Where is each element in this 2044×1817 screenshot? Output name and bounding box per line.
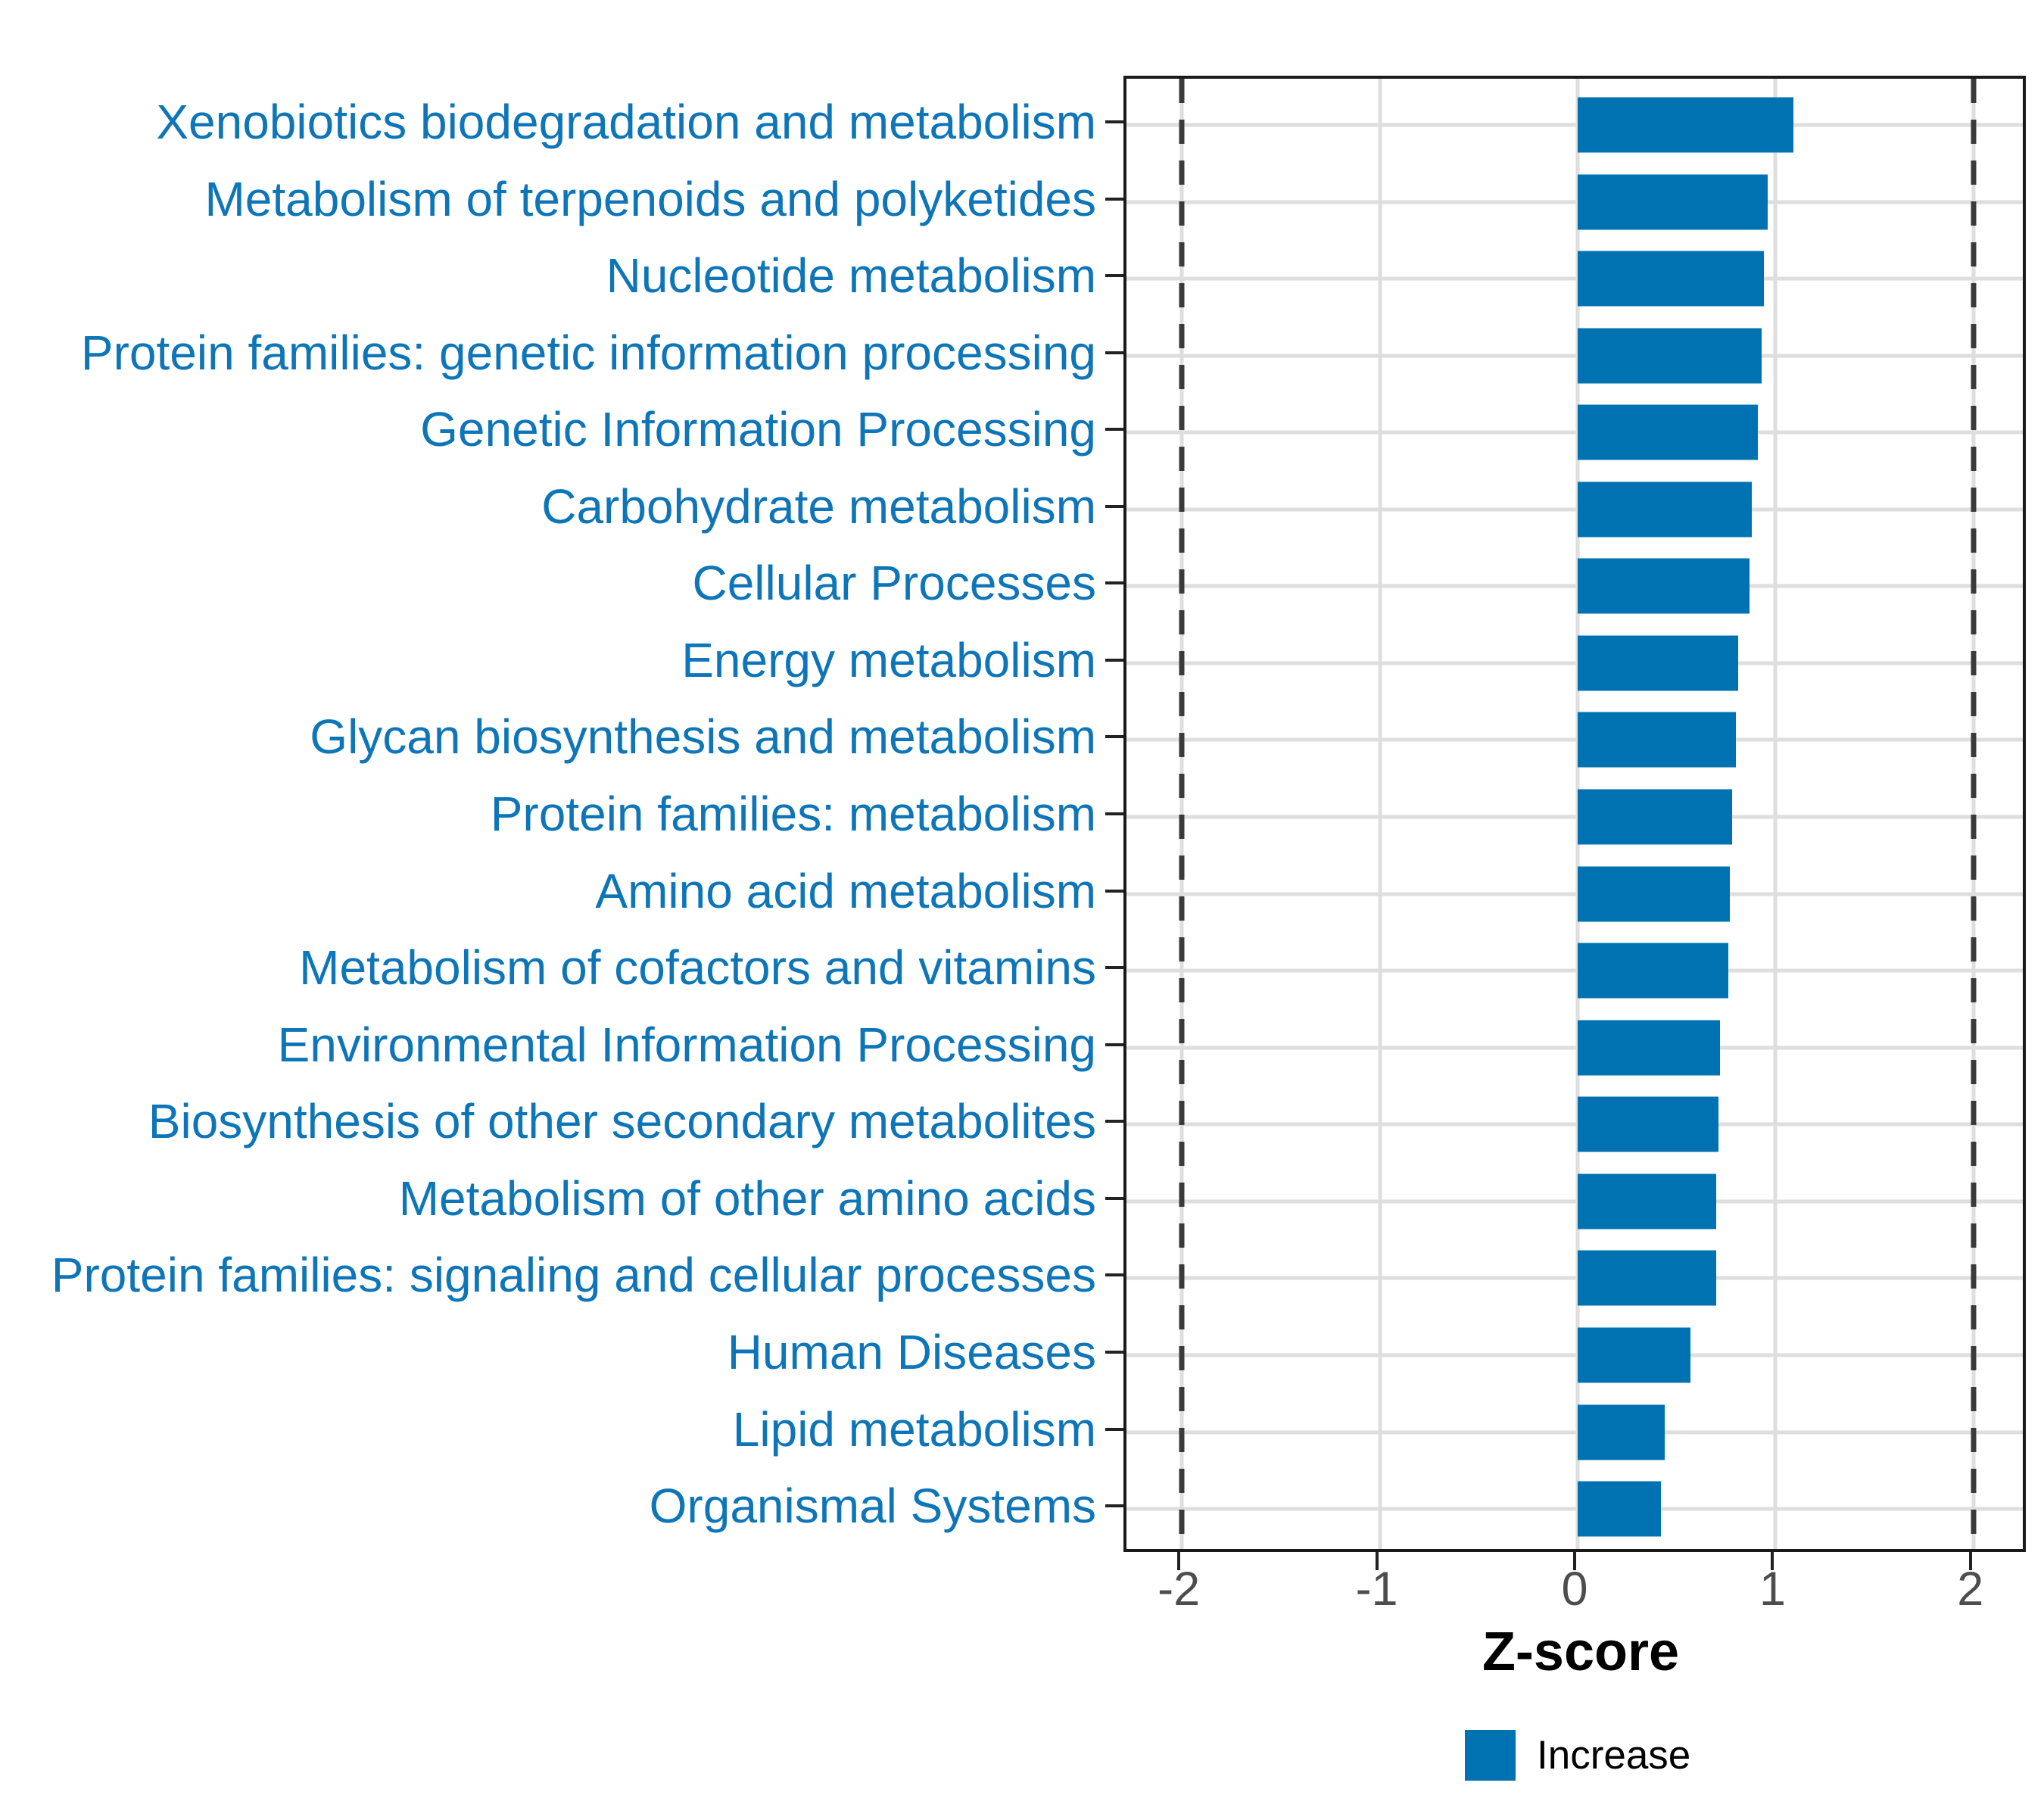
bar-4 — [1578, 328, 1762, 384]
category-label: Metabolism of terpenoids and polyketides — [204, 171, 1096, 226]
category-label: Energy metabolism — [681, 632, 1096, 687]
category-label: Biosynthesis of other secondary metaboli… — [148, 1094, 1096, 1149]
gridline-horizontal — [1126, 1353, 2023, 1357]
bar-16 — [1578, 1250, 1716, 1306]
category-label: Protein families: metabolism — [490, 787, 1096, 841]
bar-3 — [1578, 251, 1764, 307]
y-tick-mark — [1105, 1350, 1123, 1354]
x-tick-mark — [1177, 1552, 1181, 1570]
bar-2 — [1578, 174, 1768, 229]
y-tick-mark — [1105, 812, 1123, 815]
category-label: Carbohydrate metabolism — [541, 478, 1096, 534]
gridline-horizontal — [1126, 815, 2023, 819]
category-label: Metabolism of cofactors and vitamins — [299, 940, 1096, 996]
gridline-horizontal — [1126, 430, 2023, 435]
bar-13 — [1578, 1020, 1721, 1076]
y-tick-mark — [1105, 351, 1123, 354]
gridline-horizontal — [1126, 1507, 2023, 1511]
reference-dashed-line — [1179, 79, 1185, 1549]
bar-19 — [1578, 1481, 1661, 1537]
category-label: Human Diseases — [727, 1324, 1096, 1379]
y-tick-mark — [1105, 1120, 1123, 1124]
bar-7 — [1578, 558, 1750, 614]
x-tick-mark — [1573, 1552, 1576, 1570]
x-tick-label: -2 — [1158, 1563, 1201, 1616]
x-tick-label: 0 — [1561, 1563, 1588, 1616]
y-tick-mark — [1105, 1427, 1123, 1431]
bar-17 — [1578, 1327, 1690, 1383]
y-tick-mark — [1105, 1273, 1123, 1277]
y-tick-mark — [1105, 658, 1123, 662]
gridline-horizontal — [1126, 507, 2023, 512]
gridline-horizontal — [1126, 737, 2023, 742]
gridline-vertical — [1378, 79, 1382, 1549]
gridline-horizontal — [1126, 354, 2023, 358]
y-tick-mark — [1105, 1043, 1123, 1046]
gridline-horizontal — [1126, 968, 2023, 973]
bar-9 — [1578, 712, 1737, 768]
y-tick-mark — [1105, 197, 1123, 201]
gridline-horizontal — [1126, 200, 2023, 204]
y-tick-mark — [1105, 428, 1123, 432]
category-label: Lipid metabolism — [732, 1401, 1096, 1457]
gridline-vertical — [1773, 79, 1778, 1549]
bar-6 — [1578, 482, 1753, 538]
gridline-horizontal — [1126, 892, 2023, 896]
bar-11 — [1578, 866, 1731, 922]
bar-18 — [1578, 1404, 1665, 1460]
gridline-horizontal — [1126, 661, 2023, 665]
y-tick-mark — [1105, 735, 1123, 739]
gridline-horizontal — [1126, 584, 2023, 588]
category-label: Glycan biosynthesis and metabolism — [310, 709, 1096, 765]
x-axis-title: Z-score — [1482, 1622, 1680, 1682]
category-label: Organismal Systems — [649, 1479, 1096, 1534]
x-tick-label: 2 — [1957, 1563, 1984, 1616]
bar-12 — [1578, 943, 1728, 999]
x-tick-label: -1 — [1355, 1563, 1398, 1616]
plot-panel — [1123, 76, 2026, 1552]
gridline-horizontal — [1126, 1276, 2023, 1280]
bar-10 — [1578, 789, 1732, 845]
y-tick-mark — [1105, 504, 1123, 508]
gridline-horizontal — [1126, 1430, 2023, 1434]
gridline-horizontal — [1126, 1046, 2023, 1050]
x-tick-mark — [1771, 1552, 1774, 1570]
category-label: Protein families: genetic information pr… — [80, 325, 1096, 380]
gridline-horizontal — [1126, 276, 2023, 281]
category-label: Xenobiotics biodegradation and metabolis… — [156, 94, 1096, 149]
bar-5 — [1578, 404, 1758, 460]
category-label: Cellular Processes — [692, 556, 1096, 611]
legend-label: Increase — [1537, 1733, 1691, 1778]
category-label: Genetic Information Processing — [420, 402, 1096, 457]
y-tick-mark — [1105, 120, 1123, 123]
x-tick-label: 1 — [1759, 1563, 1786, 1616]
x-tick-mark — [1968, 1552, 1972, 1570]
category-label: Nucleotide metabolism — [606, 248, 1096, 304]
bar-1 — [1578, 97, 1793, 153]
gridline-horizontal — [1126, 123, 2023, 127]
legend-swatch-increase — [1465, 1730, 1516, 1781]
category-label: Amino acid metabolism — [595, 863, 1096, 918]
y-tick-mark — [1105, 274, 1123, 278]
y-tick-mark — [1105, 889, 1123, 893]
reference-dashed-line — [1971, 79, 1977, 1549]
y-tick-mark — [1105, 1504, 1123, 1508]
y-tick-mark — [1105, 966, 1123, 970]
gridline-horizontal — [1126, 1199, 2023, 1204]
y-tick-mark — [1105, 1196, 1123, 1200]
bar-15 — [1578, 1173, 1716, 1230]
y-tick-mark — [1105, 581, 1123, 585]
category-label: Metabolism of other amino acids — [398, 1170, 1096, 1226]
bar-14 — [1578, 1096, 1718, 1152]
legend: Increase — [1465, 1730, 1690, 1781]
x-tick-mark — [1375, 1552, 1379, 1570]
category-label: Protein families: signaling and cellular… — [51, 1248, 1096, 1303]
gridline-horizontal — [1126, 1122, 2023, 1127]
bar-8 — [1578, 635, 1738, 691]
category-label: Environmental Information Processing — [277, 1017, 1096, 1072]
